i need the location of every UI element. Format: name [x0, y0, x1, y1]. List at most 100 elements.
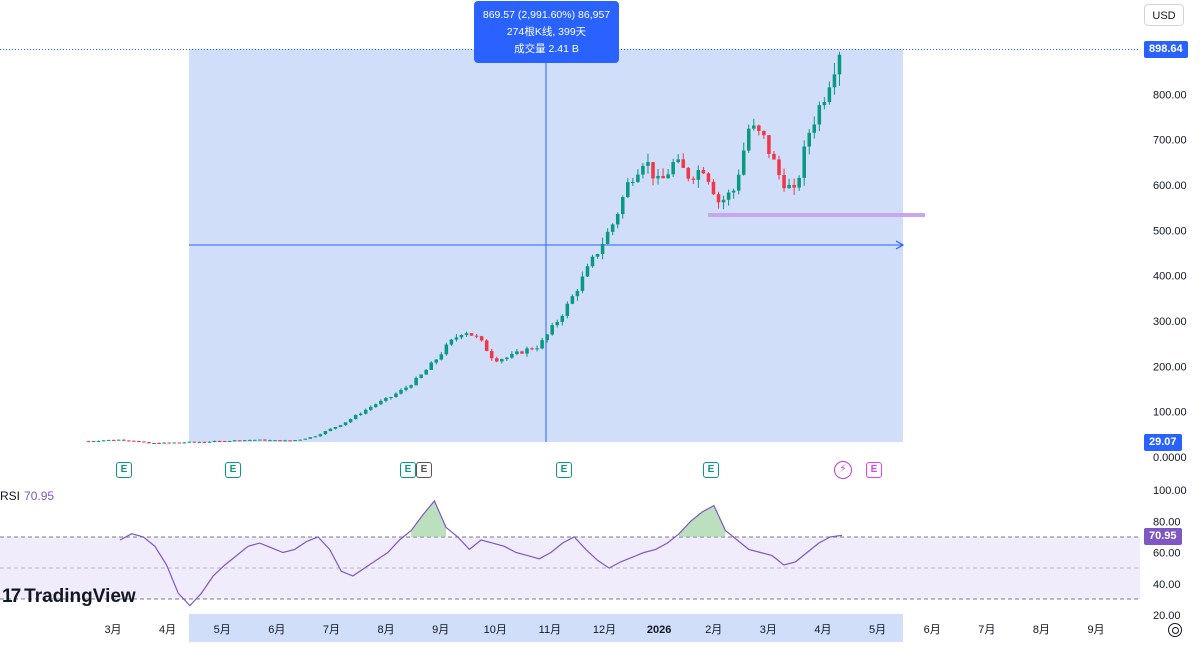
rsi-axis-label: 20.00 [1153, 610, 1181, 622]
earnings-icon[interactable]: E [116, 462, 132, 478]
earnings-icon[interactable]: E [556, 462, 572, 478]
candle-body [192, 441, 197, 443]
time-axis-label: 6月 [924, 624, 941, 636]
candle-body [701, 169, 706, 174]
settings-icon[interactable] [1168, 623, 1182, 637]
candle-body [716, 194, 721, 203]
candle-body [142, 441, 146, 443]
candle-body [797, 177, 801, 188]
candle-body [248, 439, 252, 441]
tradingview-logo-icon: 17 [2, 586, 21, 607]
support-line[interactable] [708, 213, 925, 217]
time-axis-label: 2月 [705, 624, 722, 636]
measure-volume: 成交量 2.41 B [514, 43, 579, 55]
candle-body [409, 385, 413, 388]
earnings-icon[interactable]: E [416, 462, 432, 478]
candle-body [525, 348, 529, 354]
candle-body [676, 159, 680, 163]
candle-body [560, 315, 565, 322]
candle-body [86, 441, 91, 443]
candle-body [595, 254, 600, 257]
candlestick-series [86, 51, 842, 444]
candle-body [313, 436, 318, 438]
time-axis-label: 6月 [268, 624, 285, 636]
candle-body [358, 413, 363, 416]
candle-body [353, 415, 358, 420]
candle-body [268, 440, 272, 442]
candle-body [711, 181, 716, 195]
candle-body [777, 159, 781, 176]
candle-body [626, 182, 630, 198]
candle-body [570, 296, 575, 304]
candle-body [106, 439, 111, 441]
candle-body [273, 440, 277, 442]
candle-body [122, 439, 126, 441]
tradingview-logo[interactable]: 17 TradingView [2, 586, 136, 608]
candle-body [631, 182, 635, 184]
rsi-value-tag: 70.95 [1144, 528, 1182, 545]
time-axis-range-highlight [189, 614, 903, 642]
candle-body [721, 199, 726, 203]
candle-body [338, 425, 343, 428]
candle-body [696, 169, 701, 180]
candle-body [172, 442, 176, 444]
candle-body [615, 214, 620, 225]
time-axis: 3月 4月 5月 6月 7月 8月 9月 10月 11月 12月 2026 2月 3月 4月 5月 6月 7月 8… [104, 624, 1104, 636]
candle-body [817, 105, 822, 125]
candle-body [464, 333, 469, 335]
candle-body [666, 174, 670, 179]
candle-body [661, 176, 665, 179]
candle-body [263, 439, 267, 441]
candle-body [620, 197, 625, 215]
candle-body [323, 431, 328, 435]
candle-body [182, 442, 187, 444]
earnings-icon[interactable]: E [866, 462, 882, 478]
earnings-icon[interactable]: E [400, 462, 416, 478]
earnings-icon[interactable]: E [225, 462, 241, 478]
candle-body [414, 377, 418, 386]
candle-body [580, 276, 585, 291]
price-axis-label: 500.00 [1153, 225, 1187, 237]
candle-body [469, 333, 474, 336]
measure-change: 869.57 (2,991.60%) 86,957 [482, 9, 611, 21]
candle-body [827, 87, 832, 102]
last-price-tag: 898.64 [1144, 41, 1188, 58]
candle-body [278, 440, 282, 442]
candle-body [792, 184, 796, 188]
time-axis-label: 7月 [978, 624, 995, 636]
candle-body [505, 357, 509, 360]
candle-body [515, 351, 519, 355]
measure-bars: 274根K线, 399天 [506, 26, 587, 38]
candle-body [540, 340, 544, 349]
earnings-icon[interactable]: E [703, 462, 719, 478]
price-axis-label: 800.00 [1153, 89, 1187, 101]
candle-body [343, 422, 348, 426]
candle-body [212, 440, 217, 442]
candle-body [197, 441, 202, 443]
candle-body [530, 348, 534, 350]
rsi-axis-label: 80.00 [1153, 516, 1181, 528]
candle-body [147, 442, 151, 444]
candle-body [565, 303, 570, 316]
candle-body [449, 339, 454, 345]
candle-body [767, 135, 771, 154]
candle-body [590, 256, 595, 267]
flash-icon[interactable]: ⚡ [834, 461, 852, 479]
candle-body [368, 406, 373, 410]
currency-selector[interactable]: USD [1144, 4, 1184, 26]
candle-body [782, 175, 786, 189]
candle-body [162, 442, 166, 444]
candle-body [424, 369, 428, 375]
candle-body [772, 153, 776, 160]
candle-body [646, 162, 650, 166]
price-axis-label: 700.00 [1153, 135, 1187, 147]
candle-body [308, 437, 313, 439]
candle-body [636, 174, 640, 183]
time-axis-label: 3月 [760, 624, 777, 636]
candle-body [585, 266, 590, 277]
time-axis-label: 8月 [377, 624, 394, 636]
rsi-legend[interactable]: RSI 70.95 [0, 489, 54, 503]
candle-body [706, 173, 711, 182]
candle-body [363, 409, 368, 414]
